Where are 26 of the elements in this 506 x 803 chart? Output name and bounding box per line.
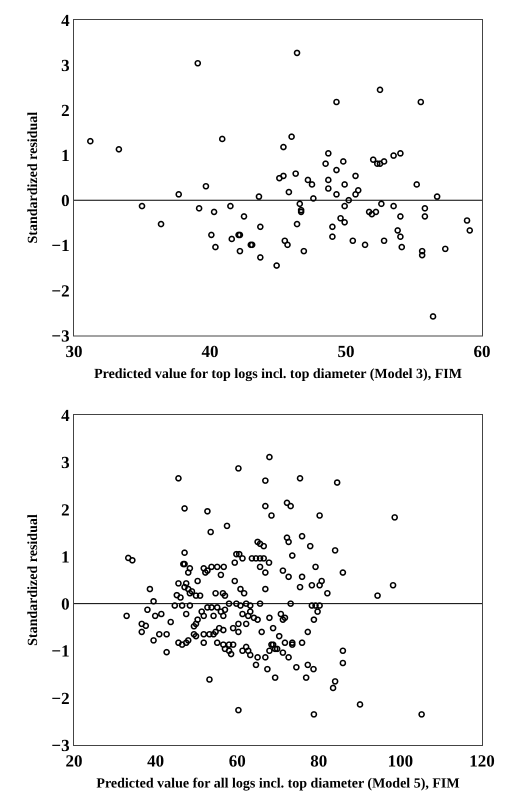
- y-tick-label: 0: [61, 594, 70, 614]
- y-tick-label: 0: [61, 191, 70, 210]
- x-tick-label: 120: [469, 751, 495, 770]
- x-axis-title: Predicted value for all logs incl. top diameter (Model 5), FIM: [96, 776, 460, 792]
- x-axis-title: Predicted value for top logs incl. top diameter (Model 3), FIM: [94, 367, 462, 382]
- x-tick-label: 40: [202, 342, 218, 361]
- y-tick-label: −1: [51, 642, 70, 661]
- y-tick-label: 4: [61, 10, 70, 30]
- x-tick-label: 100: [388, 751, 414, 770]
- y-tick-label: −2: [51, 281, 70, 300]
- y-tick-label: −1: [51, 236, 70, 256]
- y-tick-label: −2: [51, 688, 70, 708]
- y-tick-label: 3: [61, 453, 70, 472]
- x-tick-label: 40: [147, 751, 164, 770]
- x-tick-label: 80: [310, 751, 328, 770]
- x-tick-label: 60: [474, 342, 490, 361]
- y-tick-label: 2: [61, 101, 70, 120]
- y-axis-title: Standardized residual: [26, 514, 42, 646]
- x-tick-label: 50: [338, 342, 354, 361]
- y-tick-label: 1: [61, 547, 70, 566]
- y-axis-title: Standardized residual: [26, 112, 42, 244]
- x-tick-label: 60: [228, 751, 246, 770]
- y-tick-label: 1: [61, 146, 70, 166]
- y-tick-label: 2: [61, 500, 70, 520]
- y-tick-label: 4: [61, 406, 70, 426]
- y-tick-label: 3: [61, 56, 70, 75]
